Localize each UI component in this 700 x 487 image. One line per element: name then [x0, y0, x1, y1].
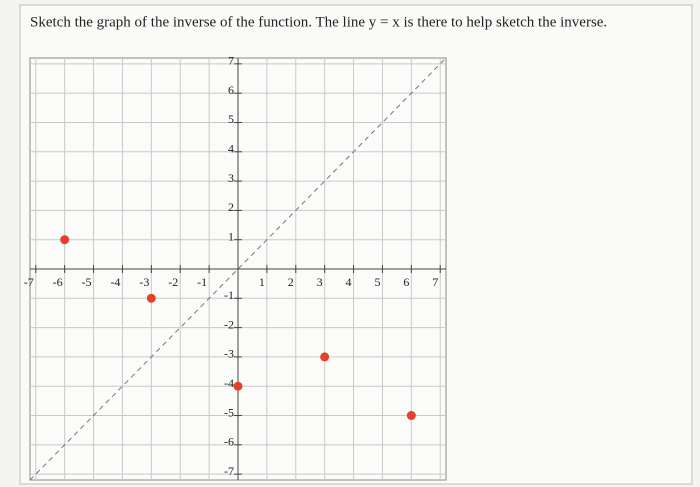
y-tick-label: -7 — [224, 464, 234, 478]
x-tick-label: -7 — [24, 275, 34, 289]
point — [320, 352, 330, 362]
x-tick-label: -2 — [168, 275, 178, 289]
y-tick-label: 4 — [228, 142, 234, 156]
y-tick-label: 1 — [228, 229, 234, 243]
x-tick-label: 6 — [403, 275, 409, 289]
x-tick-label: 7 — [432, 275, 438, 289]
y-tick-label: 5 — [228, 112, 234, 126]
x-tick-label: -4 — [110, 275, 120, 289]
y-tick-label: -6 — [224, 435, 234, 449]
x-tick-label: -5 — [82, 275, 92, 289]
y-tick-label: 6 — [228, 83, 234, 97]
x-tick-label: 1 — [259, 275, 265, 289]
x-tick-label: -3 — [139, 275, 149, 289]
y-tick-label: -2 — [224, 317, 234, 331]
y-tick-label: -5 — [224, 405, 234, 419]
x-tick-label: -6 — [53, 275, 63, 289]
x-tick-label: 5 — [374, 275, 380, 289]
point — [233, 381, 243, 391]
point — [406, 411, 416, 421]
y-tick-label: -1 — [224, 288, 234, 302]
point — [146, 293, 156, 303]
x-tick-label: 4 — [346, 275, 352, 289]
point — [60, 235, 70, 245]
x-tick-label: 3 — [317, 275, 323, 289]
y-tick-label: -3 — [224, 347, 234, 361]
y-tick-label: 3 — [228, 171, 234, 185]
y-tick-label: 7 — [228, 54, 234, 68]
y-tick-label: 2 — [228, 200, 234, 214]
question-text: Sketch the graph of the inverse of the f… — [30, 14, 607, 30]
x-tick-label: -1 — [197, 275, 207, 289]
y-tick-label: -4 — [224, 376, 234, 390]
x-tick-label: 2 — [288, 275, 294, 289]
